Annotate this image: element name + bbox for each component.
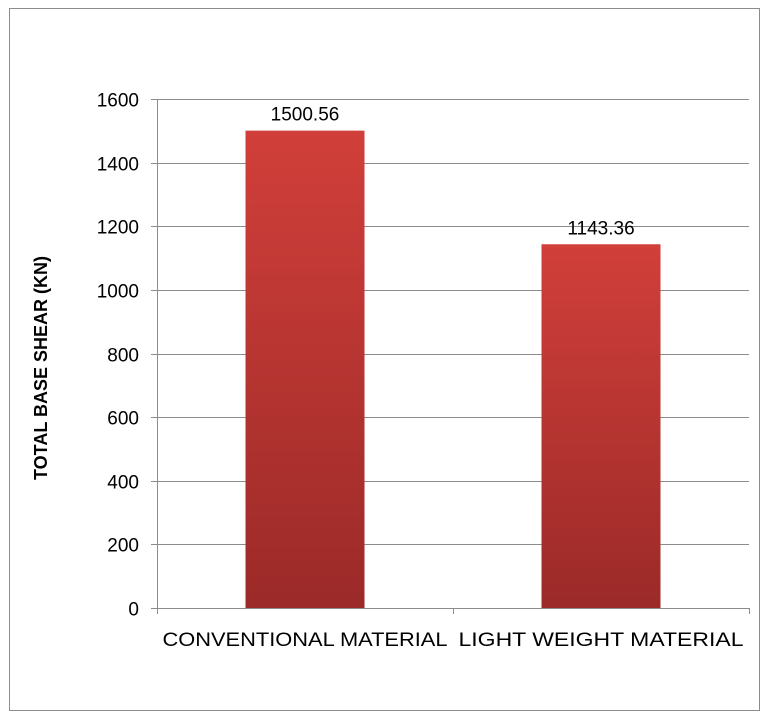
bar-1 [245,130,365,609]
y-tick-label: 800 [107,346,139,367]
category-label-2: LIGHT WEIGHT MATERIAL [459,630,744,651]
y-tick-labels: 0 200 400 600 800 1000 1200 1400 1600 [97,91,139,621]
y-tick-label: 400 [107,473,139,494]
y-tick-label: 200 [107,536,139,557]
category-label-1: CONVENTIONAL MATERIAL [163,630,448,651]
category-labels: CONVENTIONAL MATERIAL LIGHT WEIGHT MATERI… [163,630,744,651]
y-tick-label: 1000 [97,282,139,303]
data-label-2: 1143.36 [567,218,634,239]
bar-2 [541,244,661,608]
y-tick-label: 1400 [97,155,139,176]
axes [151,99,750,614]
bars [245,130,661,609]
y-tick-label: 1200 [97,218,139,239]
y-tick-label: 0 [128,600,139,621]
data-label-1: 1500.56 [271,105,340,126]
y-axis-title: TOTAL BASE SHEAR (KN) [31,256,51,480]
data-labels: 1500.56 1143.36 [271,105,635,240]
y-tick-label: 1600 [97,91,139,112]
y-tick-label: 600 [107,409,139,430]
